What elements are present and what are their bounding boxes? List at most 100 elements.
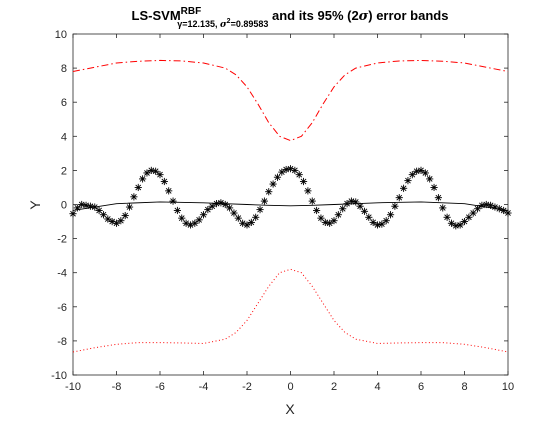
point-stroke [439,205,446,211]
y-tick-label: 6 [61,97,67,109]
point-stroke [444,214,450,221]
point-stroke [157,171,163,178]
data-point [160,177,168,186]
data-point [299,177,308,186]
point-stroke [492,204,498,210]
point-stroke [239,220,246,227]
point-stroke [257,206,263,213]
series-ls-svm-estimate [72,201,509,211]
data-point [134,183,142,192]
data-point [69,210,77,218]
data-point [304,187,312,195]
data-point [391,202,399,210]
data-point [125,203,134,211]
series-upper-error-band [72,59,509,142]
data-point [386,211,395,219]
x-tick-label: -10 [65,381,81,393]
point-stroke [113,220,120,227]
point-stroke [209,203,216,210]
point-stroke [405,177,411,184]
point-stroke [322,219,329,226]
data-point [504,209,512,217]
x-tick-label: 8 [461,381,467,393]
title-suffix-pre: and its 95% (2 [268,8,358,23]
data-point [291,166,299,174]
title-subscript-prefix: γ=12.135, [177,19,220,29]
point-stroke [474,205,481,212]
point-stroke [100,211,107,218]
data-point [378,220,386,228]
point-stroke [131,193,137,200]
point-stroke [244,222,250,228]
data-point [156,171,164,179]
data-point [317,214,325,222]
title-subscript-suffix: =0.89583 [231,19,269,29]
point-stroke [426,176,433,182]
point-stroke [305,187,311,194]
x-tick-label: -2 [242,381,252,393]
point-stroke [483,201,490,208]
data-point [82,201,90,209]
point-stroke [452,222,459,229]
point-stroke [396,194,403,201]
title-main: LS-SVM [132,8,181,23]
point-stroke [505,210,511,216]
data-point [178,214,186,222]
title-subscript-sigma: σ [220,20,227,30]
point-stroke [178,215,185,222]
x-tick-label: 4 [374,381,380,393]
point-stroke [331,217,337,224]
y-tick-label: -10 [51,370,67,382]
data-point [430,183,438,192]
y-tick-label: 10 [55,29,67,41]
data-point [373,221,382,229]
data-point [413,167,421,175]
data-point [99,211,108,219]
point-stroke [309,198,316,204]
data-point [452,222,460,230]
point-stroke [387,211,394,218]
point-stroke [457,222,464,228]
point-stroke [226,205,233,211]
data-point [199,211,208,219]
y-tick-label: 0 [61,200,67,212]
data-point [443,213,451,221]
point-stroke [418,167,424,174]
data-point [260,197,268,205]
y-tick-label: -8 [57,336,67,348]
x-tick-label: 10 [502,381,514,393]
point-stroke [400,185,407,192]
data-point [152,167,160,175]
data-point [439,204,447,212]
data-point [104,215,112,223]
point-stroke [196,216,203,223]
point-stroke [274,174,281,181]
point-stroke [392,203,398,210]
x-tick-label: 0 [287,381,293,393]
point-stroke [470,210,477,216]
point-stroke [378,221,385,227]
point-stroke [265,188,272,195]
point-stroke [235,215,242,222]
data-point [321,218,329,227]
data-point [252,213,260,221]
data-point [273,173,282,181]
data-point [347,197,355,205]
data-point [256,206,264,214]
data-point [95,206,103,215]
data-point [204,206,212,214]
point-stroke [161,178,168,185]
y-axis-label: Y [27,200,43,210]
data-point [408,171,416,179]
x-tick-label: -6 [155,381,165,393]
data-point [195,216,203,224]
point-stroke [139,176,146,182]
data-point [234,214,242,222]
point-stroke [374,222,381,228]
data-point [247,218,255,227]
point-stroke [291,167,298,174]
data-point [117,217,125,225]
data-point [169,197,177,205]
data-point [426,175,434,183]
data-point [330,217,338,225]
